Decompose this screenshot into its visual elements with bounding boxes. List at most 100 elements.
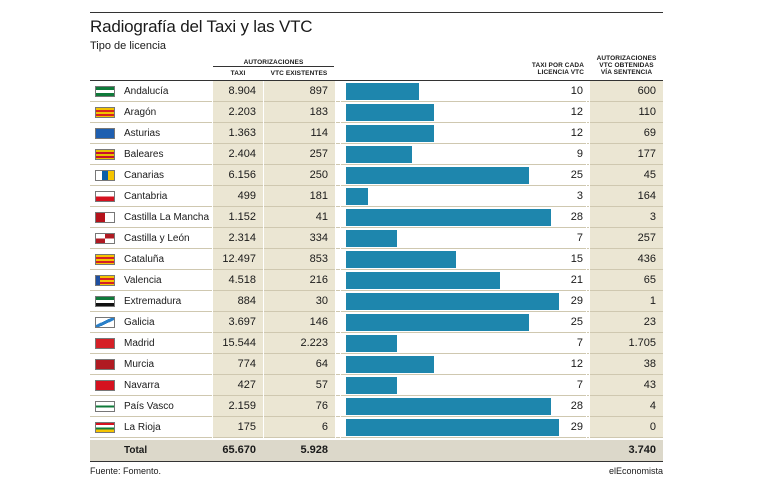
taxi-value: 1.363 [213,123,263,144]
region-name: Cantabria [124,191,168,202]
vtc-value: 257 [264,144,335,165]
ratio-bar-cell [341,144,586,165]
taxi-value: 4.518 [213,270,263,291]
sentencia-value: 23 [590,312,663,333]
cantabria-flag-icon [95,191,115,202]
region-cell: Baleares [90,144,212,165]
vtc-value: 183 [264,102,335,123]
ratio-bar [346,209,552,226]
ratio-bar [346,377,398,394]
region-name: Extremadura [124,296,182,307]
header-sentencia-line1: AUTORIZACIONES [596,55,657,62]
region-cell: País Vasco [90,396,212,417]
region-cell: Andalucía [90,81,212,102]
ratio-value: 28 [570,211,583,223]
vtc-value: 114 [264,123,335,144]
footer-rule [90,461,663,462]
ratio-bar [346,146,412,163]
vtc-value: 76 [264,396,335,417]
row-separator [90,395,663,396]
ratio-value: 7 [576,337,583,349]
ratio-bar-cell [341,312,586,333]
table-row: Andalucía 8.904 897 10 600 [90,81,663,102]
ratio-bar-cell [341,291,586,312]
table-row: Aragón 2.203 183 12 110 [90,102,663,123]
navarra-flag-icon [95,380,115,391]
vtc-value: 853 [264,249,335,270]
taxi-value: 2.159 [213,396,263,417]
total-label: Total [124,445,148,456]
taxi-value: 2.404 [213,144,263,165]
table-row: Castilla y León 2.314 334 7 257 [90,228,663,249]
total-vtc: 5.928 [300,444,328,456]
region-cell: Navarra [90,375,212,396]
ratio-bar-cell [341,396,586,417]
region-name: Navarra [124,380,160,391]
column-separator [340,81,341,438]
table-row: Canarias 6.156 250 25 45 [90,165,663,186]
ratio-value: 29 [570,295,583,307]
column-separator [586,81,587,438]
sentencia-value: 45 [590,165,663,186]
brand-logo-text: elEconomista [608,466,663,476]
region-name: Baleares [124,149,164,160]
vtc-value: 41 [264,207,335,228]
ratio-value: 29 [570,421,583,433]
ratio-value: 12 [570,127,583,139]
region-name: Cataluña [124,254,165,265]
row-separator [90,227,663,228]
sentencia-value: 110 [590,102,663,123]
total-taxi: 65.670 [222,444,256,456]
chart-title: Radiografía del Taxi y las VTC [90,17,313,36]
sentencia-value: 0 [590,417,663,438]
ratio-value: 9 [576,148,583,160]
taxi-value: 3.697 [213,312,263,333]
table-row: Murcia 774 64 12 38 [90,354,663,375]
ratio-bar [346,335,398,352]
taxi-value: 499 [213,186,263,207]
header-ratio-line1: TAXI POR CADA [531,62,584,69]
ratio-bar-cell [341,333,586,354]
ratio-value: 3 [576,190,583,202]
row-separator [90,353,663,354]
region-cell: Galicia [90,312,212,333]
valencia-flag-icon [95,275,115,286]
ratio-value: 28 [570,400,583,412]
ratio-bar [346,83,420,100]
ratio-bar [346,125,434,142]
table-row: La Rioja 175 6 29 0 [90,417,663,438]
column-separator [212,81,213,438]
ratio-value: 25 [570,169,583,181]
region-cell: Cantabria [90,186,212,207]
vtc-value: 146 [264,312,335,333]
table-top-rule [90,80,663,81]
taxi-value: 175 [213,417,263,438]
ratio-value: 15 [570,253,583,265]
ratio-value: 10 [570,85,583,97]
region-name: País Vasco [124,401,174,412]
ratio-bar [346,167,530,184]
ratio-bar [346,251,456,268]
taxi-value: 15.544 [213,333,263,354]
region-cell: La Rioja [90,417,212,438]
ratio-bar-cell [341,354,586,375]
taxi-value: 8.904 [213,81,263,102]
row-separator [90,374,663,375]
ratio-bar-cell [341,165,586,186]
andalucia-flag-icon [95,86,115,97]
vtc-value: 250 [264,165,335,186]
region-cell: Valencia [90,270,212,291]
region-cell: Madrid [90,333,212,354]
taxi-value: 427 [213,375,263,396]
taxi-value: 6.156 [213,165,263,186]
sentencia-value: 436 [590,249,663,270]
region-cell: Aragón [90,102,212,123]
cataluna-flag-icon [95,254,115,265]
vtc-value: 30 [264,291,335,312]
total-sentencia: 3.740 [628,444,656,456]
column-separator [263,81,264,438]
ratio-bar [346,356,434,373]
chart-subtitle: Tipo de licencia [90,40,167,52]
region-cell: Cataluña [90,249,212,270]
canarias-flag-icon [95,170,115,181]
